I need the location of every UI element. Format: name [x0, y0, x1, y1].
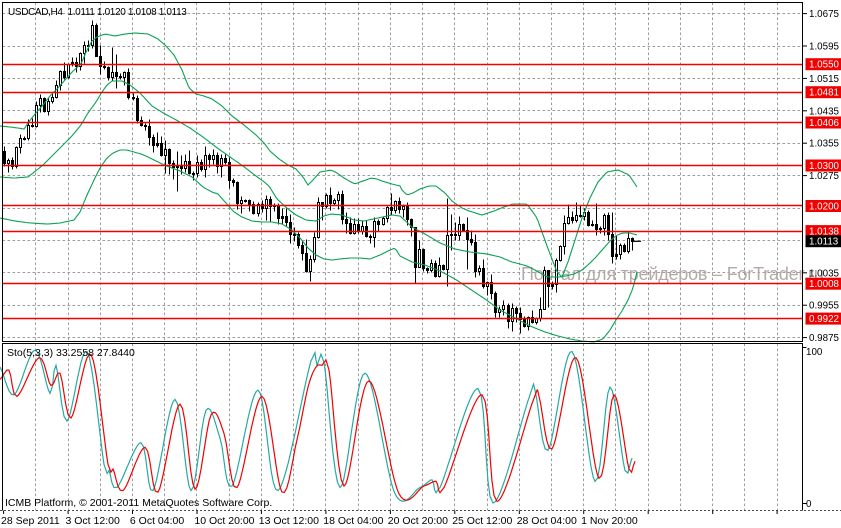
svg-text:1.0481: 1.0481	[809, 88, 839, 99]
svg-text:25 Oct 12:00: 25 Oct 12:00	[452, 515, 512, 527]
svg-text:1.0200: 1.0200	[809, 202, 840, 213]
svg-text:1 Nov 20:00: 1 Nov 20:00	[581, 515, 638, 527]
svg-text:1.0355: 1.0355	[809, 139, 840, 150]
svg-text:1.0035: 1.0035	[809, 268, 840, 279]
svg-text:3 Oct 12:00: 3 Oct 12:00	[66, 515, 120, 527]
svg-text:1.0275: 1.0275	[809, 171, 840, 182]
svg-text:0.9955: 0.9955	[809, 301, 840, 312]
svg-text:Sto(5,3,3) 33.2558 27.8440: Sto(5,3,3) 33.2558 27.8440	[7, 347, 135, 359]
svg-text:1.0435: 1.0435	[809, 106, 840, 117]
svg-text:28 Sep 2011: 28 Sep 2011	[1, 515, 60, 527]
svg-text:6 Oct 04:00: 6 Oct 04:00	[130, 515, 184, 527]
svg-text:100: 100	[806, 347, 823, 358]
svg-text:1.0008: 1.0008	[809, 279, 840, 290]
svg-text:28 Oct 04:00: 28 Oct 04:00	[517, 515, 577, 527]
svg-text:1.0406: 1.0406	[809, 118, 840, 129]
svg-text:1.0595: 1.0595	[809, 42, 840, 53]
svg-text:0.9875: 0.9875	[809, 333, 840, 344]
svg-text:18 Oct 04:00: 18 Oct 04:00	[323, 515, 383, 527]
svg-text:1.0138: 1.0138	[809, 227, 840, 238]
svg-text:1.0515: 1.0515	[809, 74, 840, 85]
svg-text:1.0550: 1.0550	[809, 60, 840, 71]
svg-text:0.9922: 0.9922	[809, 314, 839, 325]
svg-text:1.0300: 1.0300	[809, 161, 840, 172]
svg-text:ICMB Platform, © 2001-2011 Met: ICMB Platform, © 2001-2011 MetaQuotes So…	[5, 497, 272, 509]
svg-text:1.0113: 1.0113	[809, 237, 839, 248]
svg-text:13 Oct 12:00: 13 Oct 12:00	[259, 515, 319, 527]
svg-text:0: 0	[806, 499, 812, 510]
svg-text:USDCAD,H4 1.0111 1.0120 1.010: USDCAD,H4 1.0111 1.0120 1.0108 1.0113	[8, 7, 187, 18]
svg-text:20 Oct 20:00: 20 Oct 20:00	[388, 515, 448, 527]
svg-text:10 Oct 20:00: 10 Oct 20:00	[194, 515, 254, 527]
svg-text:Портал для трейдеров – ForTrad: Портал для трейдеров – ForTrader.ru	[521, 264, 824, 284]
svg-text:1.0675: 1.0675	[809, 9, 840, 20]
